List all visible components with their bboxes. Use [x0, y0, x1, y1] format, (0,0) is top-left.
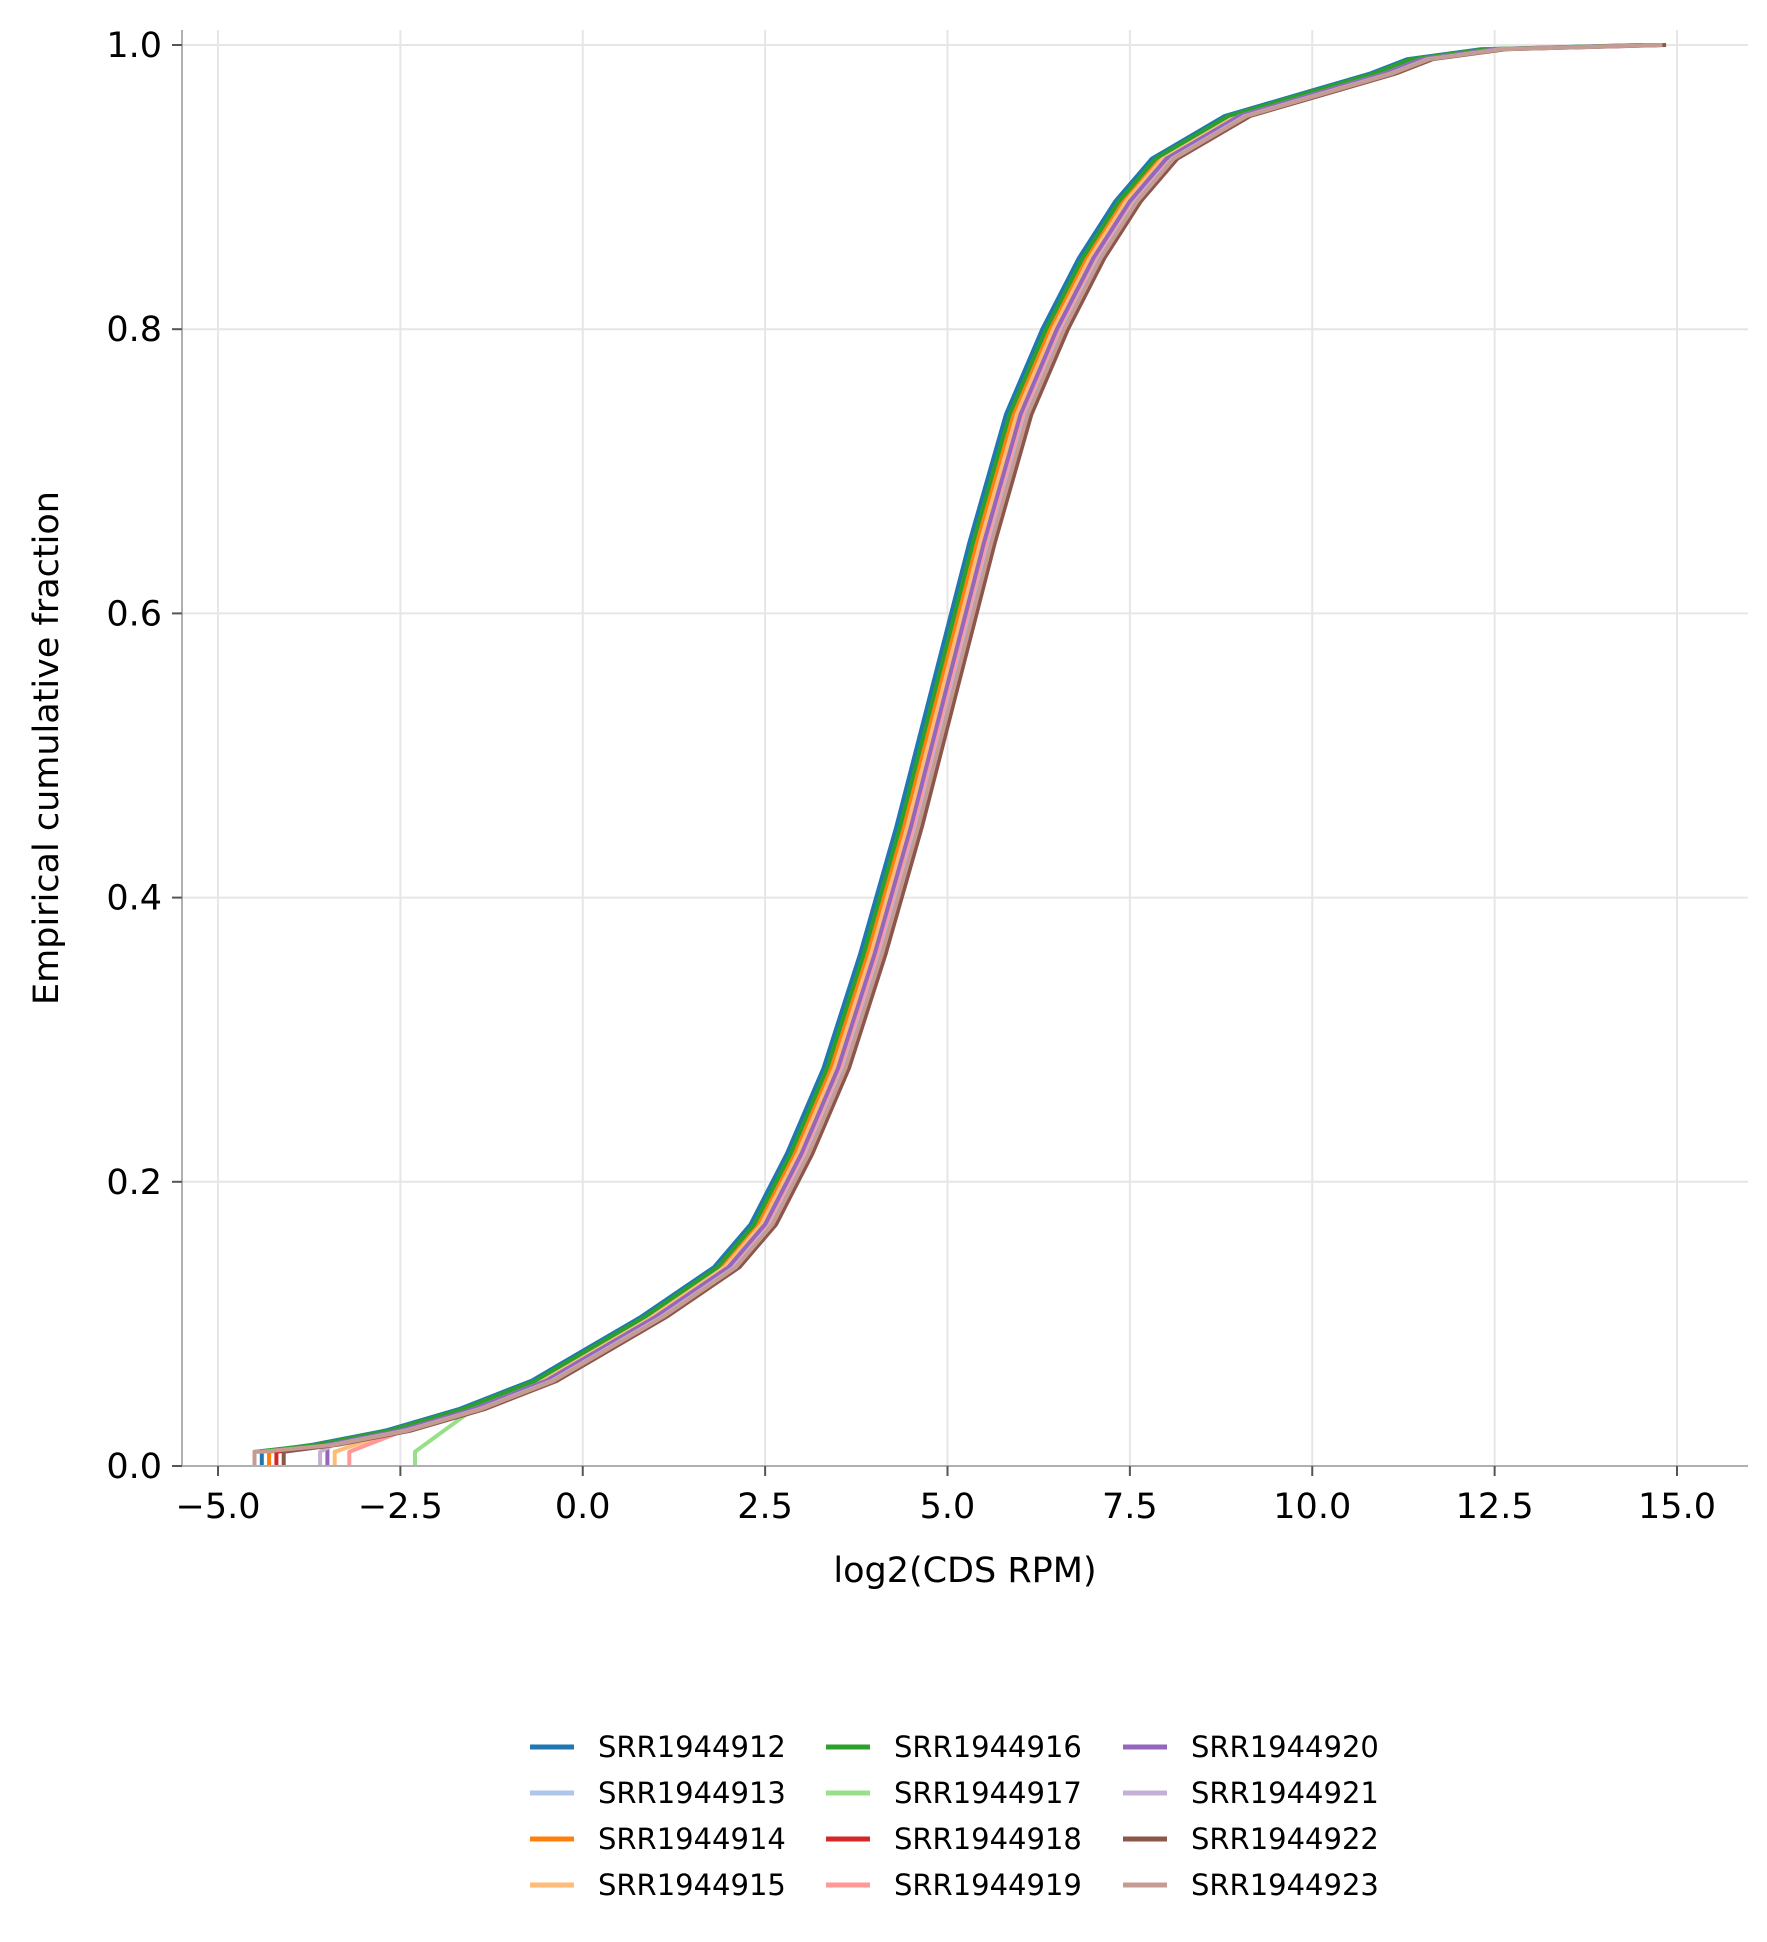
- x-axis-title: log2(CDS RPM): [833, 1551, 1096, 1591]
- series-line-srr1944913: [267, 43, 1647, 1466]
- x-tick-label: 15.0: [1638, 1487, 1716, 1527]
- series-line-srr1944915: [332, 43, 1652, 1466]
- series-line-srr1944917: [413, 43, 1656, 1466]
- grid-lines: [182, 30, 1748, 1467]
- legend-label: SRR1944922: [1191, 1822, 1379, 1856]
- legend: SRR1944912 SRR1944913 SRR1944914 SRR1944915…: [530, 1730, 1379, 1902]
- legend-label: SRR1944917: [894, 1776, 1082, 1810]
- y-tick-label: 1.0: [106, 26, 162, 66]
- series-line-srr1944914: [267, 43, 1648, 1466]
- legend-label: SRR1944913: [598, 1776, 786, 1810]
- x-tick-label: 0.0: [555, 1487, 611, 1527]
- x-tick-label: −2.5: [358, 1487, 443, 1527]
- legend-label: SRR1944921: [1191, 1776, 1379, 1810]
- series-line-srr1944916: [252, 43, 1645, 1466]
- y-tick-label: 0.2: [106, 1163, 162, 1203]
- legend-label: SRR1944915: [598, 1868, 786, 1902]
- axes: [181, 30, 1748, 1467]
- legend-label: SRR1944920: [1191, 1730, 1379, 1764]
- y-tick-label: 0.0: [106, 1447, 162, 1487]
- x-tick-label: 7.5: [1102, 1487, 1158, 1527]
- legend-label: SRR1944912: [598, 1730, 786, 1764]
- series-line-srr1944918: [274, 43, 1659, 1466]
- x-tick-label: 10.0: [1273, 1487, 1351, 1527]
- y-tick-label: 0.8: [106, 310, 162, 350]
- x-ticks: −5.0 −2.5 0.0 2.5 5.0 7.5 10.0 12.5 15.0: [176, 1466, 1716, 1527]
- series-line-srr1944921: [318, 43, 1662, 1466]
- legend-label: SRR1944918: [894, 1822, 1082, 1856]
- legend-label: SRR1944914: [598, 1822, 786, 1856]
- series-line-srr1944912: [259, 43, 1641, 1466]
- x-tick-label: −5.0: [176, 1487, 261, 1527]
- legend-label: SRR1944916: [894, 1730, 1082, 1764]
- series-line-srr1944922: [281, 43, 1667, 1466]
- x-tick-label: 2.5: [737, 1487, 793, 1527]
- y-tick-label: 0.6: [106, 594, 162, 634]
- x-tick-label: 5.0: [920, 1487, 976, 1527]
- series-line-srr1944920: [325, 43, 1656, 1466]
- y-ticks: 0.0 0.2 0.4 0.6 0.8 1.0: [106, 26, 182, 1487]
- series-lines: [252, 43, 1667, 1466]
- x-tick-label: 12.5: [1456, 1487, 1534, 1527]
- series-line-srr1944923: [252, 43, 1663, 1466]
- series-line-srr1944919: [347, 43, 1659, 1466]
- y-axis-title: Empirical cumulative fraction: [27, 491, 67, 1005]
- y-tick-label: 0.4: [106, 879, 162, 919]
- legend-label: SRR1944923: [1191, 1868, 1379, 1902]
- legend-label: SRR1944919: [894, 1868, 1082, 1902]
